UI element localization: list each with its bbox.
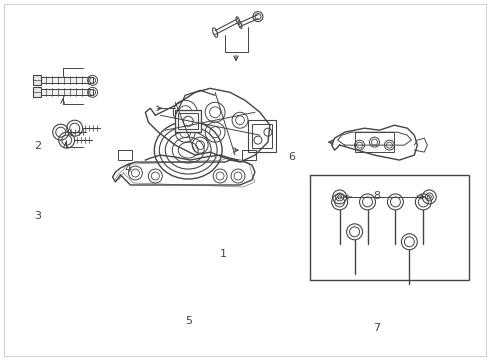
Bar — [41, 77, 93, 84]
Bar — [119, 150, 132, 160]
Bar — [252, 124, 272, 148]
Text: 6: 6 — [288, 152, 295, 162]
Text: 3: 3 — [34, 211, 41, 221]
Text: 4: 4 — [124, 164, 131, 174]
Bar — [355, 132, 394, 152]
Text: 8: 8 — [373, 191, 380, 201]
Bar — [248, 120, 276, 152]
Bar — [310, 175, 469, 280]
Bar — [33, 75, 41, 85]
Text: 5: 5 — [185, 316, 193, 325]
Text: 1: 1 — [220, 248, 226, 258]
Bar — [175, 110, 201, 132]
Text: 2: 2 — [34, 141, 41, 151]
Bar — [178, 113, 198, 129]
Bar — [242, 150, 256, 160]
Bar — [41, 89, 93, 95]
Text: 7: 7 — [373, 323, 380, 333]
Bar — [33, 87, 41, 97]
